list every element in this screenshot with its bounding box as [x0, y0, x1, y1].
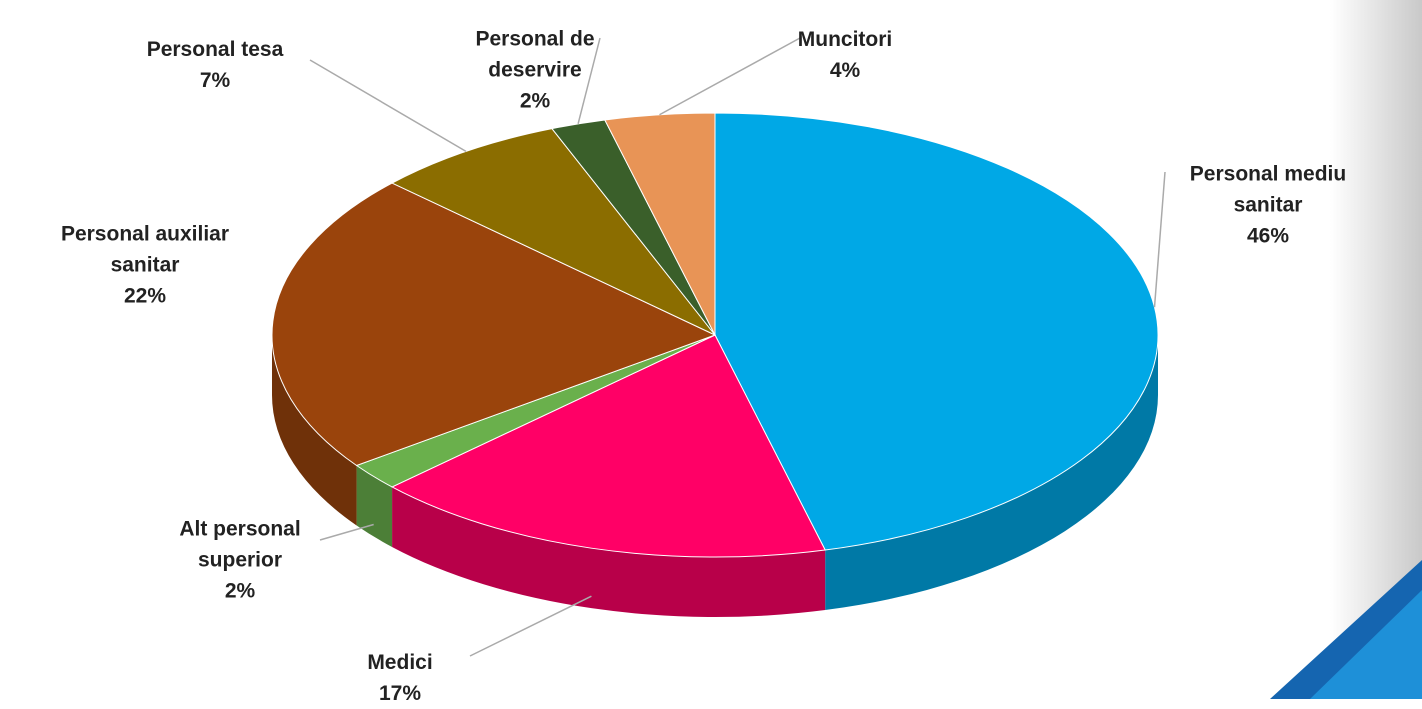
leader-line — [319, 523, 374, 541]
value-label: 2% — [224, 579, 256, 603]
data-label: Personal auxiliar sanitar 22% — [45, 219, 245, 312]
pie-slice — [714, 112, 1159, 551]
leader-lines — [309, 37, 1166, 657]
leader-line — [659, 37, 801, 116]
value-label: 2% — [519, 89, 551, 113]
category-label: Personal auxiliar sanitar — [60, 222, 230, 277]
pie-slice — [390, 334, 826, 558]
data-label: Medici 17% — [275, 647, 525, 709]
category-label: Personal de deservire — [475, 27, 595, 82]
data-label: Personal de deservire 2% — [455, 24, 615, 117]
data-label: Personal tesa 7% — [90, 34, 340, 96]
data-label: Alt personal superior 2% — [140, 514, 340, 607]
corner-decoration — [1310, 590, 1422, 699]
value-label: 22% — [123, 284, 167, 308]
category-label: Muncitori — [797, 28, 893, 51]
value-label: 17% — [378, 682, 422, 705]
value-label: 7% — [199, 69, 231, 92]
category-label: Personal mediu sanitar — [1189, 162, 1347, 217]
pie-slice — [390, 128, 716, 336]
pie-slice — [604, 112, 716, 336]
category-label: Personal tesa — [146, 38, 284, 61]
leader-line — [309, 59, 467, 153]
pie-slice — [271, 182, 717, 467]
value-label: 46% — [1246, 224, 1290, 248]
data-label: Muncitori 4% — [720, 24, 970, 86]
leader-line — [1153, 171, 1166, 308]
pie-wall — [392, 486, 826, 617]
data-label: Personal mediu sanitar 46% — [1168, 159, 1368, 252]
pie-wall — [825, 335, 1158, 611]
category-label: Medici — [367, 651, 433, 674]
category-label: Alt personal superior — [179, 517, 301, 572]
leader-line — [577, 37, 601, 125]
pie-tops — [271, 112, 1159, 558]
value-label: 4% — [829, 59, 861, 82]
leader-line — [469, 595, 592, 657]
